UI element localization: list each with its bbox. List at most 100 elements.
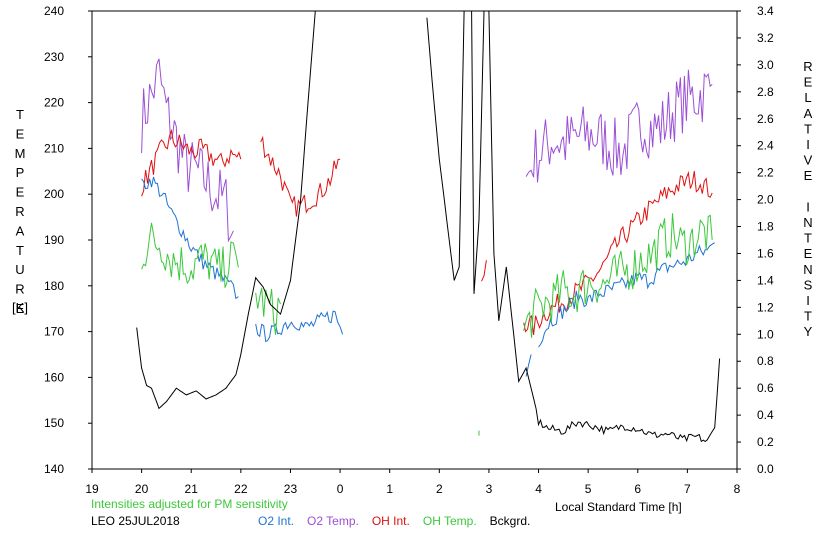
left-axis-title-letter: A: [16, 223, 25, 238]
y-right-tick-label: 1.0: [757, 327, 774, 341]
y-right-tick-label: 3.0: [757, 58, 774, 72]
x-tick-label: 4: [535, 482, 542, 496]
left-axis-title-letter: T: [16, 243, 24, 258]
y-right-tick-label: 0.6: [757, 381, 774, 395]
y-right-tick-label: 0.0: [757, 462, 774, 476]
left-axis-title-letter: E: [16, 126, 25, 141]
legend: O2 Int. O2 Temp. OH Int. OH Temp. Bckgrd.: [258, 514, 530, 528]
series-line: [538, 242, 715, 348]
footer-note: Intensities adjusted for PM sensitivity: [91, 497, 288, 511]
right-axis-title-letter: I: [806, 137, 810, 152]
series-line: [525, 354, 532, 377]
x-tick-label: 23: [284, 482, 298, 496]
series-o2-temp-: [141, 58, 713, 243]
right-axis-title-letter: V: [804, 153, 813, 168]
y-left-tick-label: 150: [44, 416, 64, 430]
series-line: [255, 310, 344, 343]
right-axis-title-letter: R: [803, 59, 812, 74]
x-tick-label: 19: [85, 482, 99, 496]
y-right-tick-label: 1.6: [757, 246, 774, 260]
y-right-tick-label: 0.4: [757, 408, 774, 422]
legend-item: O2 Int.: [258, 514, 295, 528]
x-tick-label: 5: [585, 482, 592, 496]
left-axis-title-letter: P: [16, 165, 25, 180]
y-left-tick-label: 240: [44, 4, 64, 18]
right-axis-title-letter: T: [804, 231, 812, 246]
y-right-tick-label: 3.4: [757, 4, 774, 18]
left-axis-title-letter: U: [15, 262, 24, 277]
series-line: [523, 213, 713, 338]
series-line: [141, 222, 239, 288]
x-tick-label: 2: [436, 482, 443, 496]
x-tick-label: 3: [486, 482, 493, 496]
series-line: [426, 10, 465, 281]
x-tick-label: 0: [337, 482, 344, 496]
station-label: LEO 25JUL2018: [91, 514, 180, 528]
legend-item: Bckgrd.: [489, 514, 531, 528]
right-axis-title-letter: E: [804, 75, 813, 90]
y-right-tick-label: 0.2: [757, 435, 774, 449]
y-left-tick-label: 140: [44, 462, 64, 476]
y-right-tick-label: 2.4: [757, 139, 774, 153]
x-tick-label: 8: [734, 482, 741, 496]
right-axis-title-letter: A: [804, 106, 813, 121]
left-axis-title-letter: R: [15, 204, 24, 219]
y-left-tick-label: 170: [44, 325, 64, 339]
right-axis-title-letter: I: [806, 199, 810, 214]
series-oh-temp-: [141, 213, 713, 436]
series-line: [141, 58, 234, 243]
y-right-tick-label: 1.4: [757, 273, 774, 287]
x-tick-label: 22: [234, 482, 248, 496]
left-axis-title-letter: E: [16, 185, 25, 200]
y-right-tick-label: 0.8: [757, 354, 774, 368]
y-left-tick-label: 220: [44, 96, 64, 110]
series-line: [471, 10, 485, 294]
right-axis-title-letter: N: [803, 215, 812, 230]
legend-item: OH Int.: [371, 514, 410, 528]
right-axis-title-letter: L: [804, 90, 811, 105]
right-axis-title-letter: T: [804, 121, 812, 136]
y-right-tick-label: 2.8: [757, 85, 774, 99]
y-right-tick-label: 2.2: [757, 166, 774, 180]
series-line: [136, 10, 316, 410]
series-line: [523, 170, 713, 336]
series-bckgrd-: [136, 10, 721, 443]
left-axis-title-letter: M: [15, 146, 26, 161]
y-right-tick-label: 1.2: [757, 300, 774, 314]
right-axis-title-letter: E: [804, 246, 813, 261]
right-axis-title-letter: T: [804, 309, 812, 324]
y-left-tick-label: 210: [44, 141, 64, 155]
right-axis-title-letter: N: [803, 262, 812, 277]
x-tick-label: 1: [386, 482, 393, 496]
right-axis-title-letter: I: [806, 293, 810, 308]
right-axis-title-letter: Y: [804, 324, 813, 339]
left-axis-title-letter: T: [16, 107, 24, 122]
x-tick-label: 7: [684, 482, 691, 496]
y-left-tick-label: 200: [44, 187, 64, 201]
series-line: [141, 176, 239, 300]
y-right-tick-label: 2.6: [757, 112, 774, 126]
series-line: [488, 10, 721, 443]
legend-item: OH Temp.: [422, 514, 477, 528]
left-axis-title-letter: E: [16, 301, 25, 316]
y-left-tick-label: 190: [44, 233, 64, 247]
legend-item: O2 Temp.: [307, 514, 359, 528]
x-tick-label: 20: [135, 482, 149, 496]
right-axis-title-letter: E: [804, 168, 813, 183]
y-right-tick-label: 1.8: [757, 220, 774, 234]
series-o2-int-: [141, 176, 715, 377]
x-tick-label: 21: [185, 482, 199, 496]
y-left-tick-label: 180: [44, 279, 64, 293]
x-tick-label: 6: [634, 482, 641, 496]
y-right-tick-label: 2.0: [757, 193, 774, 207]
y-left-tick-label: 230: [44, 50, 64, 64]
series-line: [481, 260, 487, 282]
left-axis-unit: [K]: [12, 300, 28, 315]
x-axis-title: Local Standard Time [h]: [555, 500, 682, 514]
left-axis-title-letter: R: [15, 282, 24, 297]
y-left-tick-label: 160: [44, 370, 64, 384]
y-right-tick-label: 3.2: [757, 31, 774, 45]
series-line: [525, 69, 713, 183]
series-line: [141, 128, 242, 197]
